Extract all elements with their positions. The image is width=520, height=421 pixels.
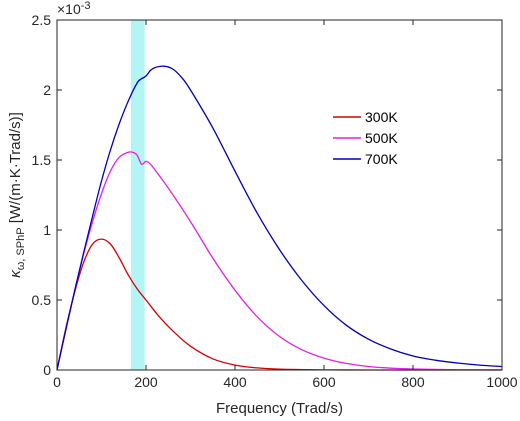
y-tick-label: 0.5 bbox=[32, 292, 52, 308]
y-exponent-power: -3 bbox=[81, 0, 91, 12]
y-tick-label: 1.5 bbox=[32, 152, 52, 168]
x-tick-label: 800 bbox=[401, 374, 425, 390]
x-tick-label: 400 bbox=[223, 374, 247, 390]
x-axis-title: Frequency (Trad/s) bbox=[216, 400, 343, 417]
legend-label-500K: 500K bbox=[365, 130, 398, 146]
y-tick-label: 0 bbox=[43, 362, 51, 378]
series-line-500K bbox=[56, 151, 503, 371]
highlight-band-layer bbox=[130, 20, 145, 370]
y-axis-subscript: ω, SPhP bbox=[15, 227, 27, 270]
tick-layer: 0 200 400 600 800 1000 0 0.5 1 1.5 2 2.5 bbox=[32, 12, 518, 390]
highlight-band bbox=[130, 20, 145, 370]
x-tick-label: 600 bbox=[312, 374, 336, 390]
y-axis-unit: [W/(m·K·Trad/s)] bbox=[7, 112, 24, 227]
y-tick-label: 2.5 bbox=[32, 12, 52, 28]
series-line-700K bbox=[56, 65, 503, 371]
y-axis-kappa: κ bbox=[7, 269, 24, 278]
y-tick-label: 2 bbox=[43, 82, 51, 98]
y-exponent-base: ×10 bbox=[57, 1, 81, 17]
plot-background bbox=[57, 20, 502, 370]
plot-frame bbox=[56, 19, 503, 371]
x-tick-label: 0 bbox=[53, 374, 61, 390]
x-tick-label: 1000 bbox=[486, 374, 517, 390]
legend: 300K 500K 700K bbox=[333, 109, 398, 167]
y-exponent-label: ×10-3 bbox=[57, 0, 91, 17]
y-axis-title: κω, SPhP [W/(m·K·Trad/s)] bbox=[7, 112, 27, 278]
legend-label-300K: 300K bbox=[365, 109, 398, 125]
x-tick-label: 200 bbox=[134, 374, 158, 390]
legend-label-700K: 700K bbox=[365, 151, 398, 167]
y-tick-label: 1 bbox=[43, 222, 51, 238]
